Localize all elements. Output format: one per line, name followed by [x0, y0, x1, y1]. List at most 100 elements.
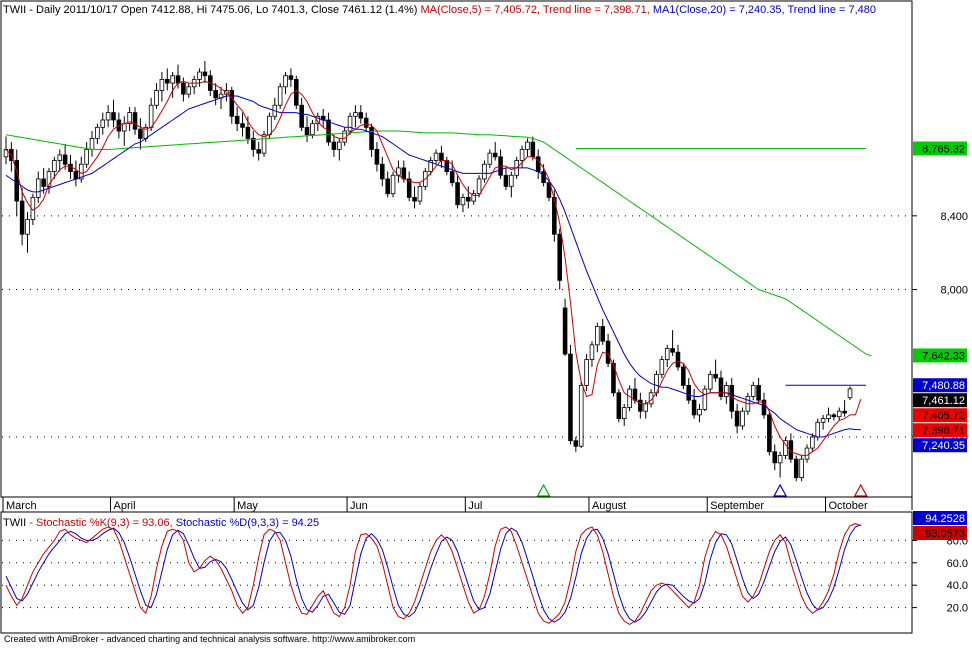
stoch-k-line: [5, 523, 861, 625]
candle-body: [702, 388, 708, 410]
footer-credit: Created with AmiBroker - advanced charti…: [4, 634, 416, 644]
candle: [385, 171, 390, 198]
candle: [691, 389, 697, 419]
candle-body: [347, 115, 353, 132]
candle: [390, 171, 396, 198]
price-label-text: 8,765.32: [922, 143, 965, 155]
candle-body: [767, 414, 772, 453]
candle: [164, 68, 170, 91]
candle-body: [401, 167, 407, 180]
candle-body: [358, 112, 364, 119]
candle-body: [310, 123, 315, 136]
candle-body: [664, 348, 670, 360]
stoch-value-bg: [913, 511, 967, 525]
month-label: October: [828, 500, 867, 512]
candle: [95, 123, 100, 144]
month-label: August: [592, 500, 626, 512]
price-label-bg: [913, 408, 967, 423]
stoch-tick-label: 60.0: [947, 558, 968, 570]
candle: [562, 298, 568, 356]
candle-body: [202, 71, 208, 77]
signal-marker: [536, 483, 551, 497]
candle-body: [337, 141, 342, 150]
candle: [159, 72, 165, 102]
price-tick-label: 8,400: [940, 211, 968, 223]
stochastic-pane[interactable]: [0, 511, 913, 634]
price-label-bg: [913, 141, 967, 156]
candle: [471, 190, 476, 205]
candle-body: [315, 115, 321, 125]
candle: [229, 86, 235, 124]
candle: [519, 145, 525, 168]
candle: [664, 344, 670, 367]
month-label: Jul: [468, 500, 482, 512]
candle: [621, 403, 627, 426]
candle-body: [245, 126, 251, 139]
candle: [369, 123, 374, 157]
candle-body: [170, 75, 175, 84]
candle: [100, 112, 106, 135]
candle-body: [460, 196, 466, 206]
price-label-bg: [913, 438, 967, 453]
price-label-text: 7,398.71: [922, 425, 965, 437]
candle: [589, 341, 595, 367]
price-label-bg: [913, 348, 967, 363]
candle-body: [52, 160, 57, 172]
candle-body: [111, 112, 116, 121]
candle-body: [62, 154, 68, 165]
candle: [600, 319, 605, 345]
candle: [19, 188, 25, 246]
candle: [616, 389, 622, 423]
candle: [627, 385, 632, 412]
candle: [57, 149, 63, 172]
candle: [460, 193, 466, 213]
candle-body: [584, 359, 589, 386]
candle-body: [95, 126, 100, 139]
candle-body: [476, 178, 482, 195]
price-label-text: 7,240.35: [922, 440, 965, 452]
candle-body: [331, 141, 337, 150]
candle-body: [455, 182, 460, 206]
candle: [842, 400, 847, 417]
candle: [750, 381, 756, 401]
candle-body: [428, 160, 433, 172]
candle: [52, 156, 57, 179]
candle-body: [836, 410, 842, 418]
candle-body: [213, 90, 218, 99]
price-label-text: 7,480.88: [922, 380, 965, 392]
candle-body: [557, 233, 562, 281]
price-pane-border: [0, 0, 913, 498]
candle-body: [390, 174, 396, 195]
stoch-d-legend: Stochastic %D(9,3,3) = 94.25: [173, 517, 319, 529]
candle: [3, 136, 9, 165]
candle-body: [57, 154, 63, 161]
candle-body: [84, 149, 89, 165]
candle: [595, 322, 600, 353]
candle-body: [353, 112, 358, 117]
candle-body: [89, 138, 95, 150]
candle-body: [100, 119, 106, 128]
candle: [492, 142, 498, 161]
candle: [756, 378, 761, 404]
candle-body: [175, 75, 181, 84]
stoch-tick-label: 40.0: [947, 580, 968, 592]
candle: [337, 138, 342, 161]
candle-body: [41, 178, 46, 187]
candle-body: [621, 407, 627, 419]
candle: [288, 68, 294, 87]
candle-body: [433, 152, 439, 161]
candle-body: [750, 385, 756, 397]
candle-body: [810, 436, 815, 449]
candle-body: [73, 171, 79, 180]
candle-body: [831, 414, 837, 418]
price-pane[interactable]: [0, 0, 913, 498]
candle-body: [729, 385, 735, 412]
candle-body: [509, 174, 514, 187]
candle: [304, 116, 310, 143]
candle: [810, 433, 815, 452]
candle: [831, 413, 837, 421]
candle-body: [277, 86, 283, 106]
candle: [734, 403, 740, 434]
candle-body: [35, 178, 41, 198]
